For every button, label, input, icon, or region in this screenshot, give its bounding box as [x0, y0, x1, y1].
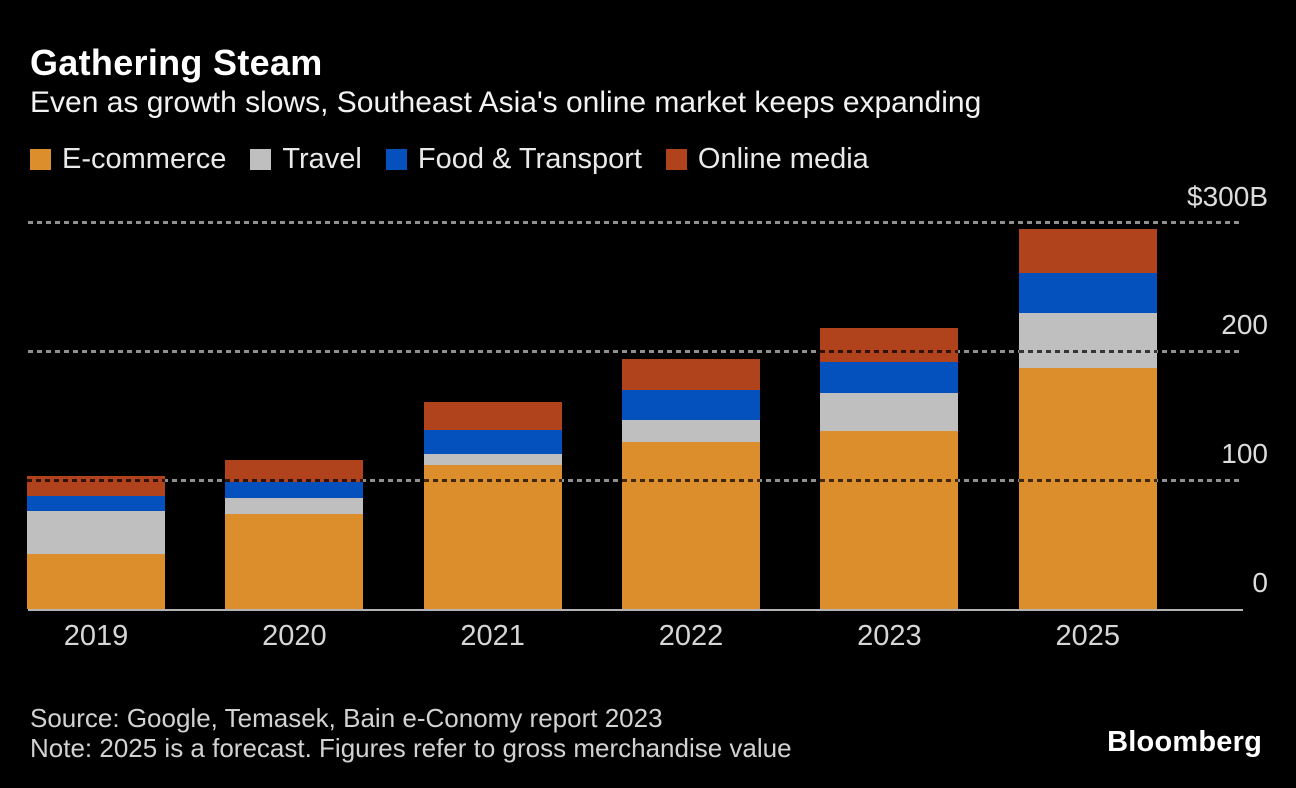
bar-2023-segment-travel	[820, 392, 959, 432]
legend: E-commerce Travel Food & Transport Online m…	[30, 145, 869, 174]
gridline-200-over-bar-2023	[820, 349, 959, 353]
legend-item-online-media: Online media	[665, 143, 869, 175]
bar-2020-segment-travel	[225, 498, 364, 514]
gridline-100-over-bar-2021	[423, 478, 562, 482]
x-label-2020: 2020	[262, 620, 327, 652]
bar-2019-segment-food-transport	[27, 495, 165, 512]
legend-label: Food & Transport	[417, 143, 642, 175]
gridline-100-over-bar-2019	[27, 478, 165, 482]
bar-2022-segment-e-commerce	[622, 441, 761, 609]
bar-2022-segment-travel	[622, 419, 761, 442]
bar-2019	[27, 476, 165, 609]
legend-item-e-commerce: E-commerce	[30, 145, 226, 174]
gridline-200	[28, 349, 1243, 353]
x-label-2022: 2022	[658, 620, 724, 652]
legend-label: E-commerce	[62, 143, 227, 175]
bar-2021-segment-food-transport	[423, 429, 562, 455]
bar-2022-segment-online-media	[622, 359, 761, 391]
legend-swatch-travel-icon	[250, 149, 272, 170]
x-label-2025: 2025	[1055, 620, 1120, 652]
legend-item-food-transport: Food & Transport	[385, 143, 642, 175]
gridline-100-over-bar-2022	[622, 478, 761, 482]
gridline-100-over-bar-2020	[225, 478, 364, 482]
y-tick-200: 200	[1221, 309, 1268, 341]
gridline-100-over-bar-2025	[1018, 478, 1157, 482]
legend-swatch-online-media-icon	[665, 149, 687, 170]
bar-2021-segment-e-commerce	[423, 464, 562, 609]
chart-title: Gathering Steam	[30, 42, 323, 83]
gridline-200-over-bar-2025	[1018, 349, 1157, 353]
bar-2025-segment-food-transport	[1018, 272, 1157, 313]
bar-2022-segment-food-transport	[622, 390, 761, 420]
x-label-2019: 2019	[63, 620, 129, 652]
y-tick-100: 100	[1221, 438, 1268, 470]
bar-2023	[820, 328, 959, 609]
legend-swatch-e-commerce-icon	[30, 149, 51, 170]
bar-2025-segment-travel	[1018, 312, 1157, 369]
x-label-2023: 2023	[857, 620, 922, 652]
source-note-block: Source: Google, Temasek, Bain e-Conomy r…	[30, 703, 792, 763]
bar-2021	[423, 401, 562, 609]
bloomberg-logo: Bloomberg	[1107, 726, 1262, 758]
bar-2025-segment-online-media	[1018, 229, 1157, 273]
bar-2025	[1018, 229, 1157, 609]
legend-label: Travel	[282, 143, 362, 175]
bar-2020-segment-e-commerce	[225, 513, 364, 609]
bar-2021-segment-travel	[423, 454, 562, 465]
y-tick-0: 0	[1252, 567, 1268, 598]
bar-2019-segment-e-commerce	[27, 553, 165, 609]
bar-2020	[225, 459, 364, 609]
gridline-300	[28, 221, 1243, 225]
bar-2019-segment-travel	[27, 511, 165, 554]
bar-2023-segment-e-commerce	[820, 431, 959, 609]
bar-2020-segment-online-media	[225, 459, 364, 482]
y-tick-300: $300B	[1187, 180, 1268, 212]
bar-2020-segment-food-transport	[225, 481, 364, 499]
x-axis-line	[28, 609, 1243, 611]
x-label-2021: 2021	[460, 620, 525, 652]
legend-swatch-food-transport-icon	[385, 149, 407, 170]
note-text: Note: 2025 is a forecast. Figures refer …	[30, 733, 792, 763]
gridline-100-over-bar-2023	[820, 478, 959, 482]
bar-2021-segment-online-media	[423, 401, 562, 430]
legend-item-travel: Travel	[250, 145, 362, 174]
bar-2022	[622, 359, 761, 609]
bar-2023-segment-food-transport	[820, 361, 959, 393]
chart-subtitle: Even as growth slows, Southeast Asia's o…	[30, 86, 982, 119]
bar-2023-segment-online-media	[820, 328, 959, 362]
legend-label: Online media	[697, 143, 869, 175]
source-text: Source: Google, Temasek, Bain e-Conomy r…	[30, 703, 663, 733]
bar-2025-segment-e-commerce	[1018, 368, 1157, 609]
